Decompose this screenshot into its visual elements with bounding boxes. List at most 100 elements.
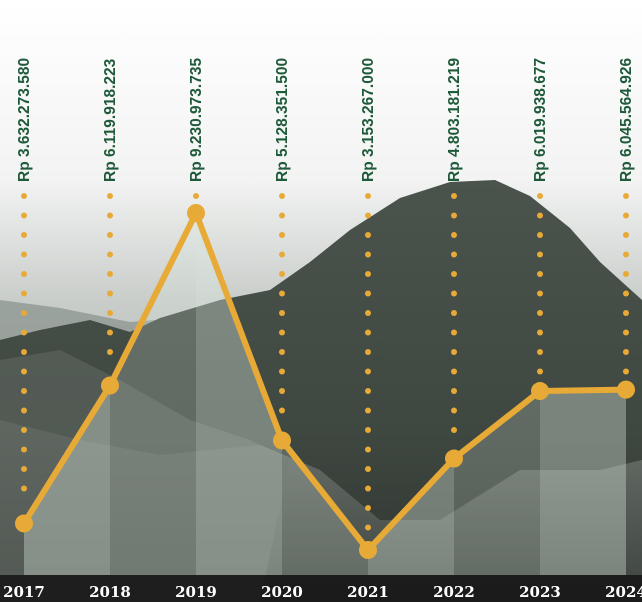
guide-dot <box>193 193 199 199</box>
guide-dot <box>451 310 457 316</box>
guide-dot <box>451 193 457 199</box>
guide-dot <box>537 291 543 297</box>
guide-dot <box>365 408 371 414</box>
guide-dot <box>623 252 629 258</box>
guide-dot <box>365 291 371 297</box>
guide-dot <box>451 271 457 277</box>
guide-dot <box>365 213 371 219</box>
guide-dot <box>623 213 629 219</box>
guide-dot <box>365 232 371 238</box>
guide-dot <box>537 193 543 199</box>
guide-dot <box>451 252 457 258</box>
guide-dot <box>279 310 285 316</box>
guide-dot <box>451 213 457 219</box>
guide-dot <box>107 291 113 297</box>
guide-dot <box>365 252 371 258</box>
guide-dot <box>623 310 629 316</box>
guide-dot <box>451 369 457 375</box>
guide-dot <box>365 330 371 336</box>
guide-dot <box>21 271 27 277</box>
guide-dot <box>21 369 27 375</box>
guide-dot <box>623 349 629 355</box>
guide-dot <box>537 330 543 336</box>
guide-dot <box>107 310 113 316</box>
data-point <box>445 450 463 468</box>
guide-dot <box>279 271 285 277</box>
guide-dot <box>107 252 113 258</box>
data-label: Rp 3.153.267.000 <box>360 58 377 182</box>
data-label: Rp 6.045.564.926 <box>618 58 635 182</box>
data-label: Rp 9.230.973.735 <box>188 58 205 182</box>
guide-dot <box>365 388 371 394</box>
guide-dot <box>537 310 543 316</box>
guide-dot <box>623 369 629 375</box>
guide-dot <box>279 213 285 219</box>
data-point <box>187 204 205 222</box>
guide-dot <box>21 252 27 258</box>
guide-dot <box>623 330 629 336</box>
guide-dot <box>107 271 113 277</box>
guide-dot <box>451 427 457 433</box>
guide-dot <box>451 388 457 394</box>
data-label: Rp 4.803.181.219 <box>446 58 463 182</box>
guide-dot <box>107 330 113 336</box>
guide-dot <box>107 232 113 238</box>
data-label: Rp 3.632.273.580 <box>16 58 33 182</box>
data-label: Rp 6.019.938.677 <box>532 58 549 182</box>
guide-dot <box>21 447 27 453</box>
area-segment <box>540 390 626 575</box>
x-tick-label: 2024 <box>605 583 642 601</box>
guide-dot <box>21 330 27 336</box>
guide-dot <box>365 466 371 472</box>
guide-dot <box>279 349 285 355</box>
guide-dot <box>623 291 629 297</box>
guide-dot <box>279 252 285 258</box>
guide-dot <box>21 427 27 433</box>
guide-dot <box>623 271 629 277</box>
guide-dot <box>451 291 457 297</box>
guide-dot <box>365 486 371 492</box>
guide-dot <box>21 193 27 199</box>
guide-dot <box>21 408 27 414</box>
x-tick-label: 2023 <box>519 583 561 601</box>
data-label: Rp 5.128.351.500 <box>274 58 291 182</box>
guide-dot <box>365 447 371 453</box>
guide-dot <box>21 388 27 394</box>
guide-dot <box>451 408 457 414</box>
guide-dot <box>623 232 629 238</box>
x-tick-label: 2019 <box>175 583 217 601</box>
guide-dot <box>279 369 285 375</box>
guide-dot <box>279 408 285 414</box>
x-tick-label: 2021 <box>347 583 389 601</box>
guide-dot <box>537 252 543 258</box>
guide-dot <box>537 213 543 219</box>
guide-dot <box>107 193 113 199</box>
guide-dot <box>21 213 27 219</box>
guide-dot <box>21 310 27 316</box>
data-point <box>359 541 377 559</box>
guide-dot <box>21 291 27 297</box>
guide-dot <box>279 232 285 238</box>
x-tick-label: 2020 <box>261 583 303 601</box>
guide-dot <box>537 369 543 375</box>
guide-dot <box>365 349 371 355</box>
guide-dot <box>279 193 285 199</box>
data-label: Rp 6.119.918.223 <box>102 58 119 182</box>
guide-dot <box>537 349 543 355</box>
guide-dot <box>365 271 371 277</box>
guide-dot <box>21 232 27 238</box>
guide-dot <box>365 369 371 375</box>
data-point <box>617 381 635 399</box>
guide-dot <box>451 349 457 355</box>
guide-dot <box>107 213 113 219</box>
x-tick-label: 2022 <box>433 583 475 601</box>
data-point <box>273 431 291 449</box>
guide-dot <box>537 232 543 238</box>
guide-dot <box>365 505 371 511</box>
guide-dot <box>365 193 371 199</box>
x-tick-label: 2017 <box>3 583 45 601</box>
x-tick-label: 2018 <box>89 583 131 601</box>
guide-dot <box>365 427 371 433</box>
guide-dot <box>365 310 371 316</box>
